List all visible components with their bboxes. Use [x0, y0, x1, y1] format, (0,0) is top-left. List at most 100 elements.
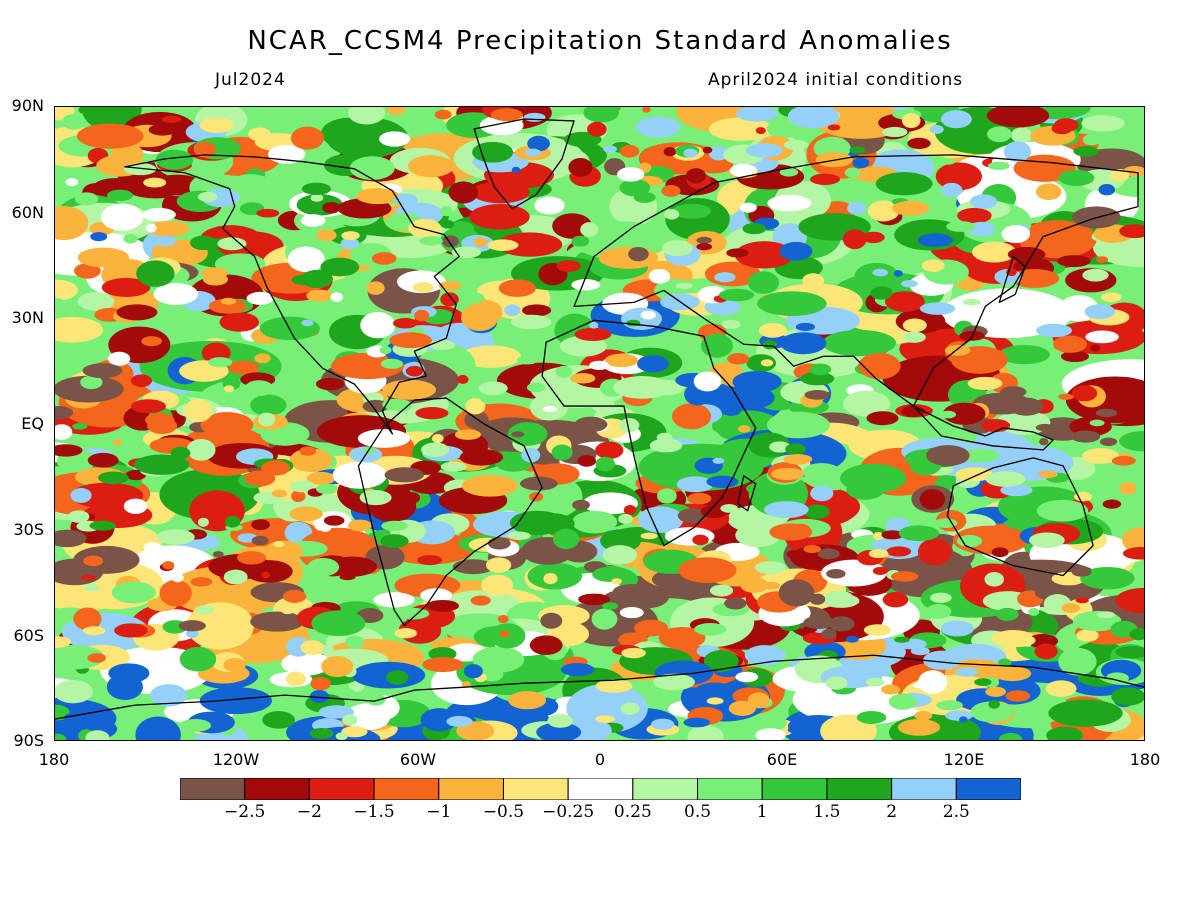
- anomaly-patch: [945, 710, 973, 721]
- anomaly-patch: [208, 298, 247, 314]
- anomaly-patch: [379, 131, 411, 147]
- anomaly-patch: [290, 126, 325, 150]
- anomaly-patch: [996, 607, 1019, 621]
- anomaly-patch: [747, 692, 770, 709]
- anomaly-patch: [55, 679, 93, 704]
- anomaly-patch: [519, 476, 558, 491]
- anomaly-patch: [1035, 423, 1054, 432]
- anomaly-patch: [1003, 141, 1032, 162]
- anomaly-patch: [1054, 118, 1079, 132]
- anomaly-patch: [349, 156, 395, 180]
- anomaly-patch: [1000, 386, 1027, 398]
- anomaly-patch: [677, 508, 707, 524]
- anomaly-patch: [712, 457, 725, 464]
- anomaly-patch: [620, 702, 640, 715]
- anomaly-patch: [1001, 225, 1031, 244]
- anomaly-patch: [1002, 633, 1036, 647]
- anomaly-patch: [845, 635, 859, 643]
- anomaly-patch: [463, 664, 483, 679]
- colorbar-tick-label: −1: [426, 802, 452, 822]
- anomaly-patch: [389, 332, 433, 349]
- anomaly-patch: [940, 110, 972, 129]
- anomaly-patch: [783, 454, 813, 465]
- anomaly-patch: [961, 448, 999, 463]
- anomaly-patch: [440, 206, 453, 217]
- anomaly-patch: [653, 673, 696, 691]
- anomaly-patch: [386, 670, 409, 685]
- anomaly-patch: [421, 442, 450, 457]
- colorbar-swatch: [438, 778, 504, 800]
- anomaly-patch: [944, 344, 971, 356]
- anomaly-patch: [487, 537, 511, 550]
- anomaly-patch: [594, 107, 621, 114]
- anomaly-patch: [1028, 607, 1040, 616]
- anomaly-patch: [742, 223, 767, 235]
- anomaly-patch: [335, 732, 348, 740]
- anomaly-patch: [220, 297, 237, 305]
- anomaly-patch: [724, 597, 747, 610]
- anomaly-patch: [1073, 145, 1099, 157]
- anomaly-patch: [459, 449, 504, 466]
- anomaly-patch: [1080, 566, 1135, 590]
- anomaly-patch: [359, 489, 392, 506]
- anomaly-patch: [985, 471, 1026, 487]
- anomaly-patch: [735, 523, 781, 548]
- anomaly-patch: [803, 615, 835, 630]
- anomaly-patch: [414, 309, 430, 322]
- anomaly-patch: [858, 352, 901, 380]
- anomaly-patch: [856, 710, 887, 724]
- anomaly-patch: [197, 191, 218, 202]
- anomaly-patch: [379, 346, 392, 355]
- anomaly-patch: [771, 467, 805, 481]
- anomaly-patch: [392, 317, 418, 329]
- anomaly-patch: [694, 622, 727, 636]
- anomaly-patch: [481, 574, 514, 596]
- anomaly-patch: [394, 628, 418, 639]
- lat-label: 90N: [11, 96, 44, 115]
- colorbar-tick-label: −2.5: [224, 802, 266, 822]
- anomaly-patch: [262, 711, 295, 729]
- anomaly-patch: [309, 690, 329, 704]
- anomaly-patch: [898, 525, 940, 542]
- anomaly-patch: [208, 357, 233, 368]
- anomaly-patch: [1122, 547, 1144, 560]
- anomaly-patch: [648, 268, 671, 284]
- anomaly-patch: [244, 380, 274, 397]
- anomaly-patch: [307, 557, 340, 577]
- anomaly-patch: [330, 292, 343, 302]
- anomaly-patch: [319, 525, 331, 532]
- anomaly-patch: [747, 271, 780, 294]
- anomaly-patch: [80, 574, 96, 581]
- anomaly-patch: [330, 352, 404, 380]
- anomaly-patch: [179, 646, 217, 672]
- anomaly-patch: [301, 319, 314, 327]
- anomaly-patch: [881, 530, 904, 540]
- anomaly-patch: [919, 302, 956, 315]
- anomaly-patch: [321, 655, 354, 678]
- anomaly-patch: [310, 676, 331, 691]
- anomaly-patch: [810, 485, 834, 502]
- anomaly-patch: [55, 636, 72, 648]
- anomaly-patch: [619, 607, 644, 619]
- coastline-eurasia: [573, 154, 1139, 407]
- anomaly-patch: [720, 504, 738, 513]
- anomaly-patch: [849, 146, 866, 154]
- anomaly-patch: [78, 107, 89, 114]
- anomaly-patch: [929, 124, 944, 135]
- anomaly-patch: [55, 205, 89, 241]
- anomaly-patch: [1098, 184, 1116, 196]
- anomaly-patch: [1089, 419, 1105, 427]
- anomaly-patch: [155, 149, 194, 170]
- anomaly-patch: [942, 402, 986, 425]
- anomaly-patch: [360, 312, 396, 339]
- anomaly-patch: [1096, 256, 1109, 264]
- anomaly-patch: [256, 208, 280, 218]
- anomaly-patch: [145, 412, 175, 427]
- anomaly-patch: [199, 117, 234, 133]
- anomaly-patch: [826, 568, 846, 579]
- anomaly-patch: [1119, 224, 1144, 239]
- anomaly-patch: [461, 474, 519, 497]
- anomaly-patch: [842, 229, 867, 250]
- anomaly-patch: [130, 374, 153, 388]
- anomaly-patch: [55, 279, 78, 301]
